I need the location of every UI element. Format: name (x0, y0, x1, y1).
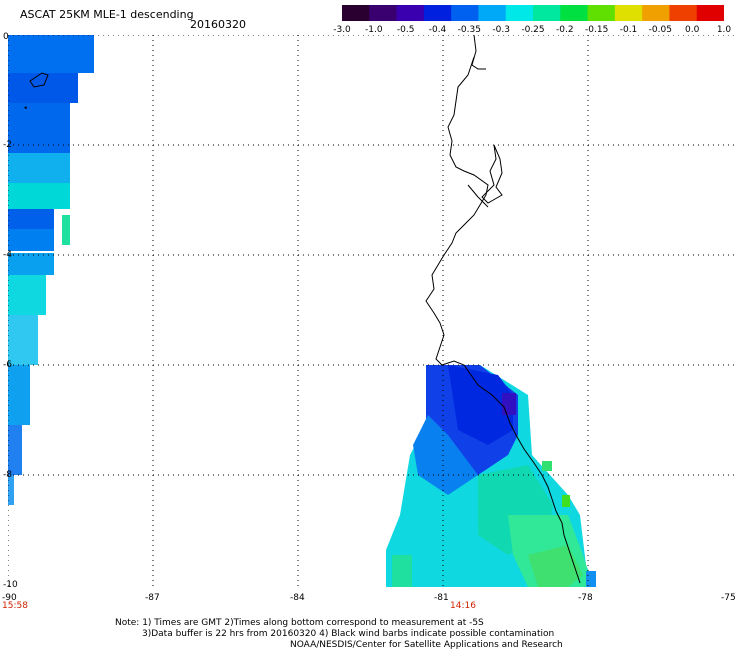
colorbar-tick-label: 0.0 (684, 25, 700, 35)
coastline (425, 35, 581, 584)
colorbar-segment (423, 5, 452, 21)
colorbar-segment (533, 5, 561, 21)
x-label-0: -90 (2, 593, 17, 603)
colorbar-segment (369, 5, 398, 21)
colorbar-tick-label: -0.05 (648, 25, 672, 35)
y-label-1: -2 (3, 140, 12, 150)
colorbar-segment (669, 5, 698, 21)
x-label-1: -87 (145, 593, 160, 603)
time-label-left: 15:58 (2, 601, 28, 611)
colorbar-tick-label: 1.0 (716, 25, 732, 35)
y-label-3: -6 (3, 360, 12, 370)
colorbar-tick-label: -1.0 (365, 25, 383, 35)
colorbar-segment (614, 5, 643, 21)
colorbar-segment (396, 5, 425, 21)
colorbar-segment (478, 5, 507, 21)
colorbar-segment (342, 5, 370, 21)
colorbar-tick-label: -0.15 (585, 25, 609, 35)
colorbar-segment (560, 5, 589, 21)
graticule (8, 35, 738, 587)
footer-note-1: Note: 1) Times are GMT 2)Times along bot… (115, 618, 484, 628)
y-label-5: -10 (3, 580, 18, 590)
colorbar-tick-label: -0.2 (556, 25, 574, 35)
colorbar-tick-label: -0.3 (492, 25, 510, 35)
swath-west (8, 35, 94, 505)
x-label-4: -78 (578, 593, 593, 603)
colorbar-tick-label: -0.1 (619, 25, 638, 35)
colorbar-segment (587, 5, 616, 21)
color-scale-labels: -3.0 -1.0 -0.5 -0.4 -0.35 -0.3 -0.25 -0.2 -0.15-… (330, 25, 740, 37)
colorbar-tick-label: -0.5 (396, 25, 415, 35)
colorbar-tick-label: -0.4 (428, 25, 447, 35)
swath-east (386, 365, 596, 587)
color-scale-bar (342, 5, 724, 21)
colorbar-tick-label: -0.25 (521, 25, 545, 35)
map-date: 20160320 (190, 18, 246, 31)
footer-note-3: NOAA/NESDIS/Center for Satellite Applica… (290, 640, 563, 650)
y-label-4: -8 (3, 470, 12, 480)
colorbar-segment (451, 5, 479, 21)
x-label-5: -75 (721, 593, 736, 603)
x-label-2: -84 (290, 593, 305, 603)
colorbar-tick-label: -0.35 (457, 25, 481, 35)
footer-note-2: 3)Data buffer is 22 hrs from 20160320 4)… (142, 629, 555, 639)
x-label-3: -81 (434, 593, 449, 603)
time-label-center: 14:16 (450, 601, 476, 611)
wind-map (8, 35, 738, 587)
colorbar-segment (696, 5, 724, 21)
colorbar-segment (505, 5, 534, 21)
colorbar-tick-label: -3.0 (333, 25, 351, 35)
map-title: ASCAT 25KM MLE-1 descending (20, 8, 194, 21)
y-label-2: -4 (3, 250, 12, 260)
colorbar-segment (642, 5, 670, 21)
y-label-0: 0 (3, 32, 9, 42)
